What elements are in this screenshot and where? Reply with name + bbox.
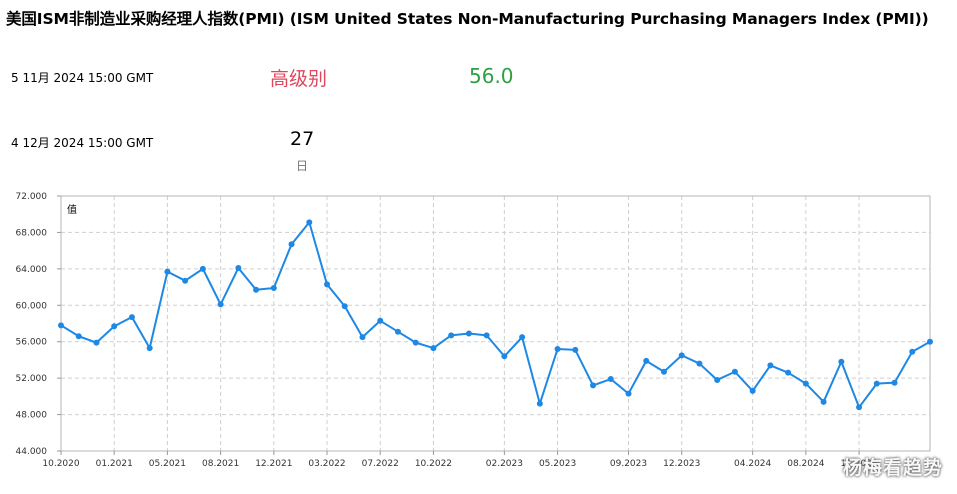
data-point: [111, 323, 118, 330]
data-point: [767, 362, 774, 369]
x-tick-label: 05.2021: [149, 459, 186, 469]
y-tick-label: 44.000: [16, 447, 48, 457]
data-point: [253, 286, 260, 293]
data-point: [341, 303, 348, 310]
data-point: [696, 360, 703, 367]
x-axis-ticks: 10.2020 01.2021 05.2021 08.2021 12.2021 03.20…: [42, 451, 878, 469]
release-date: 5 11月 2024 15:00 GMT: [11, 71, 154, 85]
data-point: [856, 404, 863, 411]
x-tick-label: 08.2021: [202, 459, 239, 469]
x-tick-label: 12.2023: [663, 459, 700, 469]
x-tick-label: 09.2023: [610, 459, 647, 469]
data-point: [749, 387, 756, 394]
countdown-value: 27: [290, 128, 315, 150]
x-tick-label: 11.2024: [840, 459, 877, 469]
data-point: [678, 352, 685, 359]
data-point: [164, 268, 171, 275]
y-tick-label: 52.000: [16, 374, 48, 384]
x-tick-label: 05.2023: [539, 459, 576, 469]
y-axis-ticks: 44.000 48.000 52.000 56.000 60.000 64.000 68.0…: [16, 192, 61, 457]
data-point: [660, 368, 667, 375]
data-point: [465, 330, 472, 337]
data-point: [270, 284, 277, 291]
data-point: [377, 317, 384, 324]
y-tick-label: 72.000: [16, 192, 48, 202]
next-release-date: 4 12月 2024 15:00 GMT: [11, 136, 154, 150]
x-tick-label: 12.2021: [255, 459, 292, 469]
data-point: [75, 333, 82, 340]
data-point: [785, 369, 792, 376]
data-point: [590, 382, 597, 389]
data-point: [394, 328, 401, 335]
data-point: [820, 398, 827, 405]
data-point: [430, 345, 437, 352]
y-tick-label: 68.000: [16, 228, 48, 238]
data-point: [802, 380, 809, 387]
data-point: [501, 353, 508, 360]
x-tick-label: 07.2022: [362, 459, 399, 469]
data-point: [714, 376, 721, 383]
page-title: 美国ISM非制造业采购经理人指数(PMI) (ISM United States…: [6, 10, 929, 28]
y-axis-label: 值: [67, 203, 77, 216]
y-tick-label: 48.000: [16, 411, 48, 421]
data-point: [891, 379, 898, 386]
x-tick-label: 08.2024: [787, 459, 824, 469]
x-tick-label: 03.2022: [308, 459, 345, 469]
data-point: [909, 348, 916, 355]
data-point: [306, 219, 313, 226]
data-point: [927, 338, 933, 345]
data-point: [324, 281, 331, 288]
series-points: [58, 219, 933, 411]
x-tick-label: 04.2024: [734, 459, 771, 469]
data-point: [359, 334, 366, 341]
data-point: [235, 264, 242, 271]
x-tick-label: 10.2022: [415, 459, 452, 469]
data-point: [873, 380, 880, 387]
x-tick-label: 02.2023: [486, 459, 523, 469]
data-point: [182, 277, 189, 284]
watermark-text: 杨梅看趋势: [842, 457, 943, 479]
x-tick-label: 10.2020: [42, 459, 79, 469]
actual-value: 56.0: [469, 64, 514, 88]
data-point: [412, 339, 419, 346]
y-tick-label: 64.000: [16, 265, 48, 275]
data-point: [448, 332, 455, 339]
data-point: [217, 301, 224, 308]
data-point: [731, 368, 738, 375]
data-point: [58, 322, 64, 329]
data-point: [554, 346, 561, 352]
data-point: [288, 241, 295, 248]
y-tick-label: 60.000: [16, 301, 48, 311]
data-point: [519, 334, 526, 341]
data-point: [607, 376, 614, 383]
data-point: [536, 400, 543, 407]
data-point: [93, 339, 100, 346]
y-tick-label: 56.000: [16, 338, 48, 348]
data-point: [572, 346, 579, 353]
x-tick-label: 01.2021: [96, 459, 133, 469]
importance-label: 高级别: [270, 68, 328, 90]
data-point: [483, 332, 490, 339]
series-line: [60, 221, 931, 409]
data-point: [838, 358, 845, 365]
plot-frame: [60, 195, 931, 452]
data-point: [625, 390, 632, 397]
chart-grid: [61, 196, 930, 451]
data-point: [199, 265, 206, 272]
data-point: [146, 345, 153, 352]
data-point: [128, 314, 135, 321]
countdown-unit: 日: [296, 159, 309, 173]
data-point: [643, 357, 650, 364]
